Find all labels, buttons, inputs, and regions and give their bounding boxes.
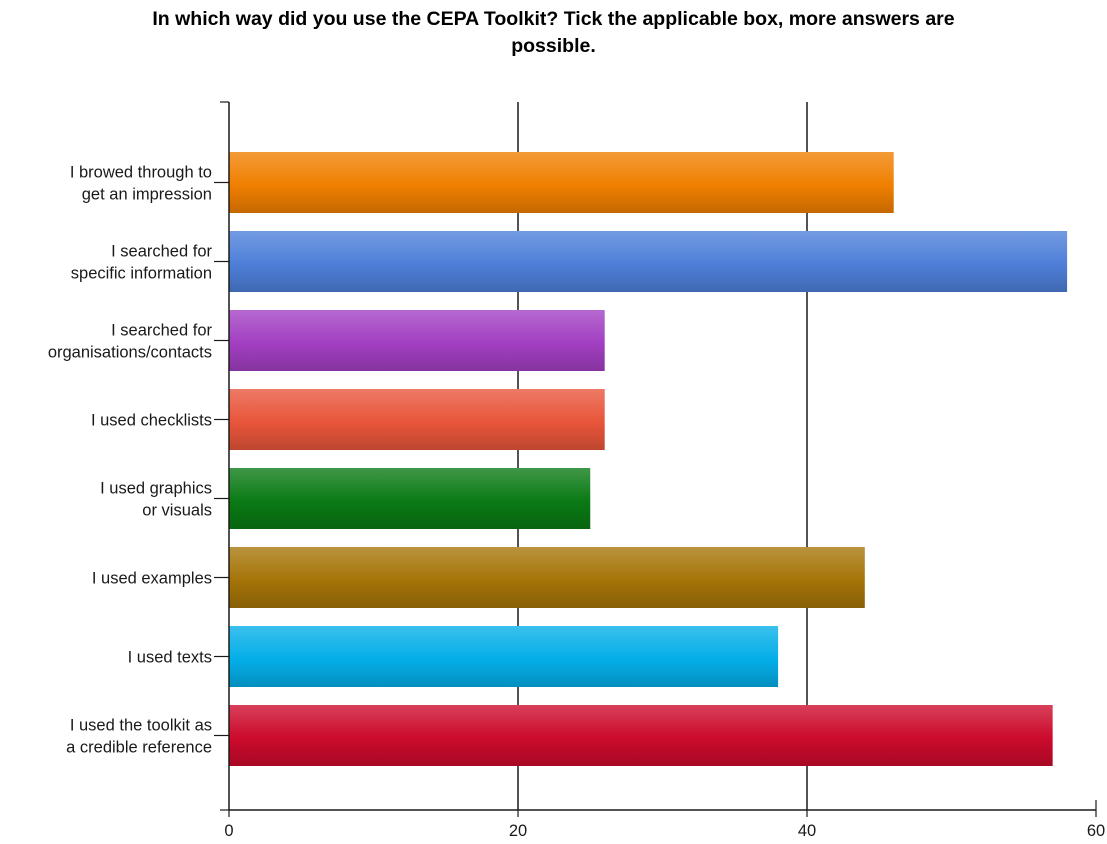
category-label: I used examples [92,570,212,588]
category-label: specific information [71,265,212,283]
bars [229,152,1068,766]
x-tick-label: 0 [224,822,233,840]
bar [229,547,865,608]
bar [229,626,779,687]
bar [229,231,1068,292]
category-label: organisations/contacts [48,344,212,362]
bar [229,468,591,529]
category-label: I browed through to [70,164,212,182]
x-tick-label: 40 [798,822,816,840]
chart-title: In which way did you use the CEPA Toolki… [152,8,955,57]
category-label: a credible reference [66,739,212,757]
category-label: I searched for [111,243,212,261]
bar [229,310,605,371]
x-tick-label: 20 [509,822,527,840]
axes [214,101,1097,817]
bar [229,152,894,213]
category-label: I used graphics [100,480,212,498]
category-label: I used the toolkit as [70,717,212,735]
category-label: I used texts [128,649,212,667]
category-label: or visuals [142,502,212,520]
category-label: get an impression [82,186,212,204]
category-labels: I browed through to get an impression I se… [48,164,213,757]
x-tick-label: 60 [1087,822,1105,840]
category-label: I used checklists [91,412,212,430]
bar [229,705,1053,766]
tick-labels: 0 20 40 60 [224,822,1105,840]
bar [229,389,605,450]
category-label: I searched for [111,322,212,340]
gridlines [517,102,808,810]
